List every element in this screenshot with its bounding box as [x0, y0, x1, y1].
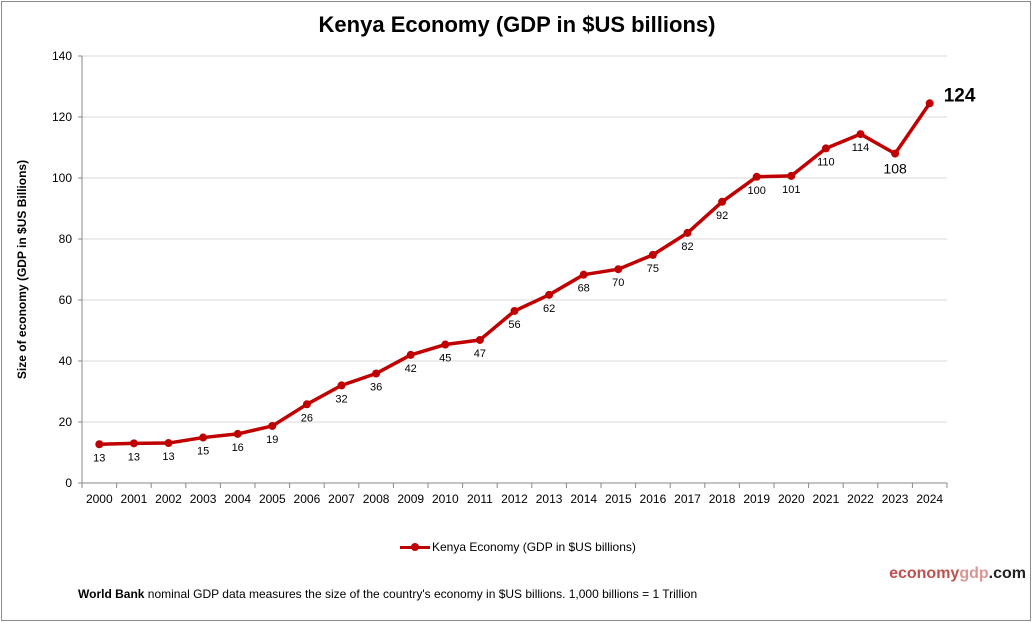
data-label: 70 [612, 277, 624, 289]
data-label: 75 [647, 263, 659, 275]
x-tick-label: 2008 [363, 492, 390, 506]
data-label: 13 [93, 452, 105, 464]
data-label: 26 [301, 412, 313, 424]
data-label: 13 [162, 451, 174, 463]
data-point [510, 306, 519, 315]
y-tick-label: 80 [59, 232, 73, 246]
data-point [648, 250, 657, 259]
data-label: 82 [681, 241, 693, 253]
brand-part-3: .com [988, 565, 1026, 582]
y-tick-label: 60 [59, 293, 73, 307]
x-tick-label: 2004 [224, 492, 251, 506]
data-label: 68 [578, 283, 590, 295]
data-point [683, 228, 692, 237]
x-tick-label: 2018 [709, 492, 736, 506]
x-tick-label: 2023 [882, 492, 909, 506]
data-label: 32 [335, 393, 347, 405]
x-tick-label: 2017 [674, 492, 701, 506]
data-point [233, 429, 242, 438]
y-tick-label: 100 [52, 171, 72, 185]
y-tick-label: 140 [52, 49, 72, 63]
y-axis-label: Size of economy (GDP in $US Billions) [15, 160, 29, 379]
data-point [372, 369, 381, 378]
y-tick-label: 40 [59, 354, 73, 368]
series-line [99, 102, 932, 447]
x-tick-label: 2009 [397, 492, 424, 506]
x-tick-label: 2003 [190, 492, 217, 506]
data-point [406, 350, 415, 359]
data-label: 114 [852, 142, 870, 154]
data-point [579, 270, 588, 279]
data-point [614, 265, 623, 274]
data-label: 45 [439, 353, 451, 365]
data-label: 56 [508, 319, 520, 331]
data-label: 100 [748, 185, 766, 197]
data-label: 15 [197, 446, 209, 458]
data-point [856, 130, 865, 139]
x-tick-label: 2024 [916, 492, 943, 506]
x-tick-label: 2002 [155, 492, 182, 506]
data-label: 13 [128, 451, 140, 463]
y-tick-label: 20 [59, 415, 73, 429]
data-point [821, 144, 830, 153]
data-label: 124 [944, 85, 976, 106]
data-point [337, 381, 346, 390]
data-point [752, 172, 761, 181]
data-point [475, 335, 484, 344]
brand-logo: economygdp.com [889, 565, 1026, 583]
data-point [199, 433, 208, 442]
brand-part-2: gdp [959, 565, 989, 582]
data-label: 92 [716, 210, 728, 222]
x-tick-label: 2005 [259, 492, 286, 506]
data-point [164, 439, 173, 448]
x-tick-label: 2006 [294, 492, 321, 506]
data-label: 16 [232, 442, 244, 454]
x-tick-label: 2010 [432, 492, 459, 506]
footnote-text: nominal GDP data measures the size of th… [144, 587, 698, 601]
data-point [925, 99, 934, 108]
x-tick-label: 2021 [813, 492, 840, 506]
chart-title: Kenya Economy (GDP in $US billions) [318, 12, 716, 37]
data-point [441, 340, 450, 349]
x-tick-label: 2015 [605, 492, 632, 506]
data-label: 110 [817, 156, 835, 168]
data-label: 101 [782, 184, 800, 196]
x-tick-label: 2019 [743, 492, 770, 506]
x-tick-label: 2001 [121, 492, 148, 506]
x-tick-label: 2011 [467, 492, 493, 506]
data-point [718, 197, 727, 206]
y-tick-label: 120 [52, 110, 72, 124]
brand-part-1: economy [889, 565, 960, 582]
data-point [787, 171, 796, 180]
footnote: World Bank nominal GDP data measures the… [78, 587, 697, 601]
legend-label: Kenya Economy (GDP in $US billions) [432, 540, 636, 554]
x-tick-label: 2013 [536, 492, 563, 506]
x-tick-label: 2014 [570, 492, 597, 506]
x-tick-label: 2022 [847, 492, 874, 506]
data-label: 42 [405, 363, 417, 375]
legend-swatch-icon [400, 540, 430, 554]
data-point [545, 290, 554, 299]
data-point [302, 400, 311, 409]
x-tick-label: 2020 [778, 492, 805, 506]
x-tick-label: 2000 [86, 492, 113, 506]
data-label: 19 [266, 434, 278, 446]
x-tick-label: 2007 [328, 492, 355, 506]
footnote-source: World Bank [78, 587, 145, 601]
data-point [268, 421, 277, 430]
data-point [891, 149, 900, 158]
x-tick-label: 2012 [501, 492, 528, 506]
data-label: 62 [543, 303, 555, 315]
data-label: 47 [474, 348, 486, 360]
data-point [129, 439, 138, 448]
data-label: 108 [883, 161, 907, 177]
legend: Kenya Economy (GDP in $US billions) [400, 540, 636, 554]
x-tick-label: 2016 [640, 492, 667, 506]
data-label: 36 [370, 382, 382, 394]
y-tick-label: 0 [65, 476, 72, 490]
data-point [95, 440, 104, 449]
